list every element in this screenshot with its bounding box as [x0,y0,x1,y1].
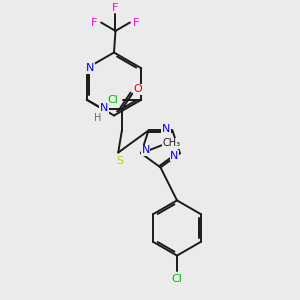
Text: N: N [100,103,108,113]
Text: N: N [170,151,179,161]
Text: Cl: Cl [172,274,182,284]
Text: S: S [116,156,123,166]
Text: F: F [91,17,98,28]
Text: N: N [141,145,150,155]
Text: F: F [112,3,119,13]
Text: N: N [86,63,94,73]
Text: F: F [133,17,140,28]
Text: N: N [162,124,170,134]
Text: CH₃: CH₃ [163,138,181,148]
Text: Cl: Cl [107,95,118,105]
Text: H: H [94,113,101,123]
Text: O: O [133,84,142,94]
